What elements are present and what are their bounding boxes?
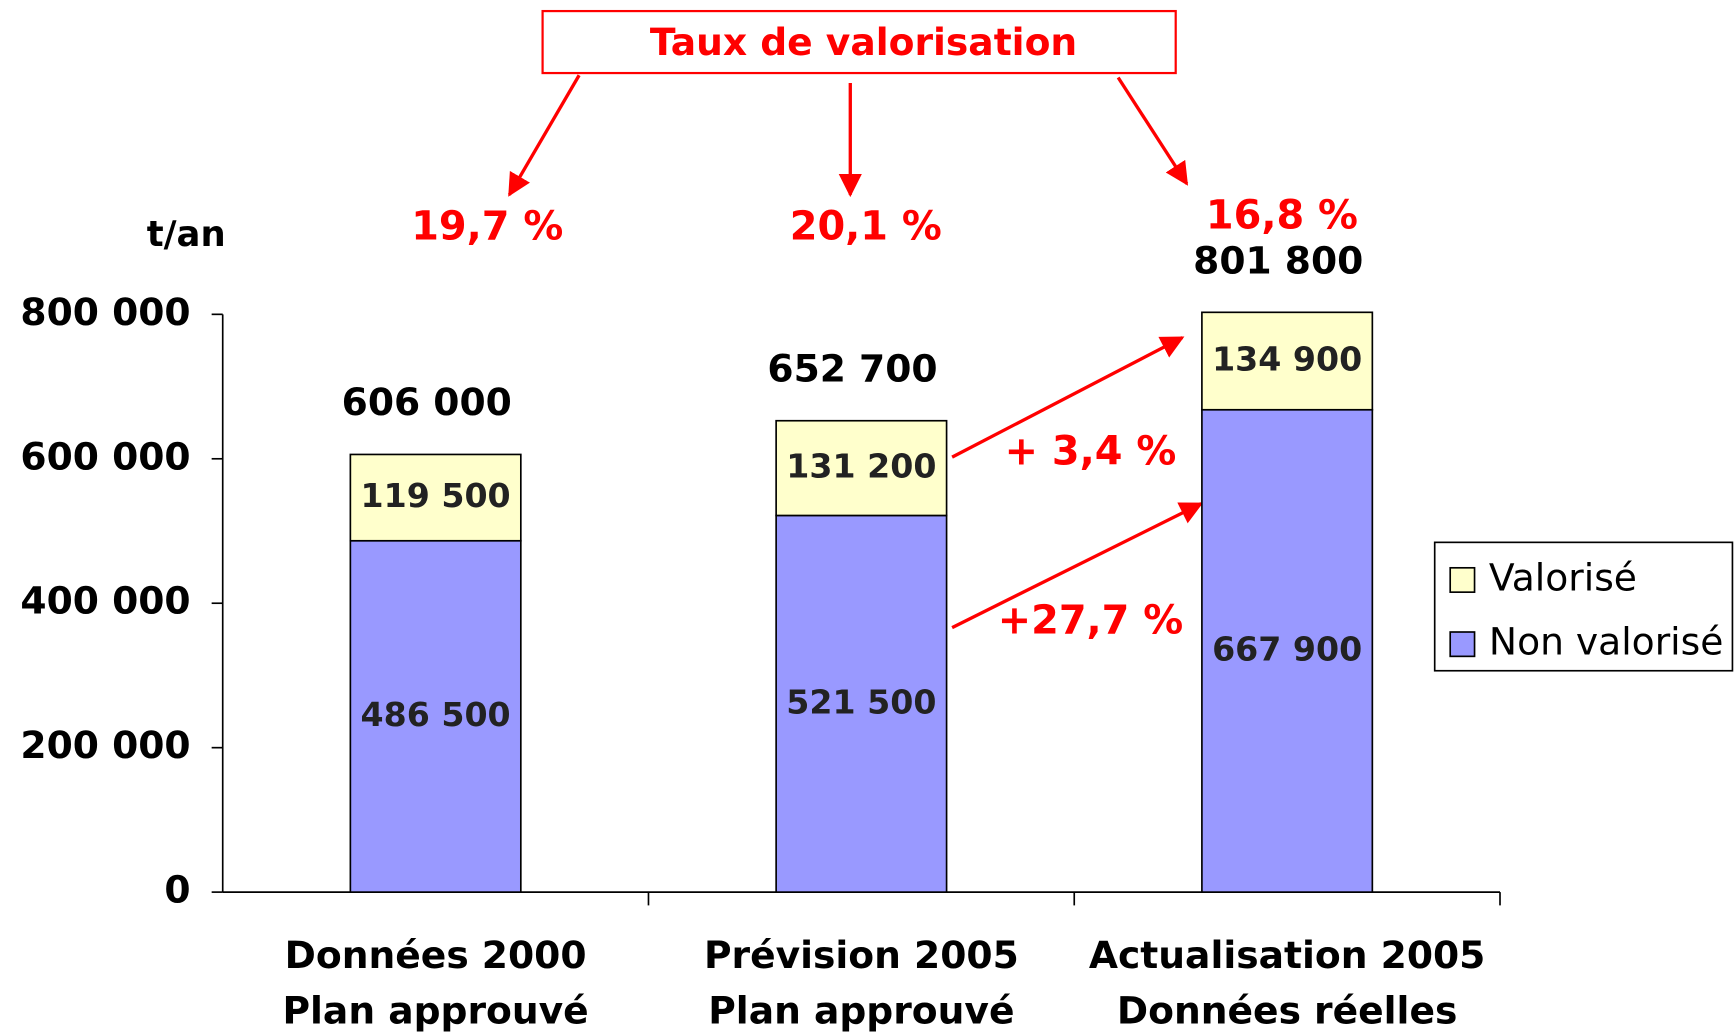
- x-tick-label: Données réelles: [1117, 988, 1457, 1032]
- legend-swatch: [1449, 566, 1476, 593]
- bar-segment: [775, 419, 948, 517]
- y-tick-label: 600 000: [20, 434, 190, 478]
- growth-label: + 3,4 %: [1005, 428, 1177, 474]
- rate-label: 20,1 %: [790, 204, 942, 250]
- annotation-box: [541, 9, 1177, 75]
- arrow: [507, 74, 581, 197]
- value-label: 667 900: [1212, 629, 1362, 668]
- x-tick-label: Plan approuvé: [282, 988, 588, 1032]
- total-label: 801 800: [1193, 239, 1363, 283]
- x-tick-label: Plan approuvé: [708, 988, 1014, 1032]
- legend-label: Non valorisé: [1489, 620, 1723, 664]
- arrow: [951, 502, 1204, 630]
- value-label: 134 900: [1212, 340, 1362, 379]
- rate-label: 19,7 %: [411, 204, 563, 250]
- total-label: 606 000: [342, 380, 512, 424]
- bar-segment: [349, 539, 522, 893]
- bar-segment: [1201, 311, 1374, 411]
- arrow: [1116, 76, 1189, 186]
- legend-box: [1433, 541, 1734, 672]
- value-label: 119 500: [361, 476, 511, 515]
- value-label: 521 500: [786, 682, 936, 721]
- y-tick-label: 200 000: [20, 723, 190, 767]
- bar-segment: [1201, 408, 1374, 893]
- legend-swatch: [1449, 631, 1476, 658]
- bar-segment: [775, 514, 948, 893]
- total-label: 652 700: [767, 346, 937, 390]
- arrow: [951, 336, 1185, 459]
- y-tick-label: 0: [164, 868, 190, 912]
- y-tick-label: 400 000: [20, 579, 190, 623]
- x-tick-label: Données 2000: [285, 933, 587, 977]
- y-tick-label: 800 000: [20, 290, 190, 334]
- legend-label: Valorisé: [1489, 555, 1637, 599]
- value-label: 486 500: [361, 695, 511, 734]
- annotation: Taux de valorisation: [650, 20, 1077, 64]
- bar-segment: [349, 453, 522, 542]
- value-label: 131 200: [786, 447, 936, 486]
- rate-label: 16,8 %: [1206, 193, 1358, 239]
- y-axis-label: t/an: [147, 214, 226, 255]
- x-tick-label: Actualisation 2005: [1089, 933, 1486, 977]
- x-tick-label: Prévision 2005: [704, 933, 1019, 977]
- growth-label: +27,7 %: [998, 598, 1183, 644]
